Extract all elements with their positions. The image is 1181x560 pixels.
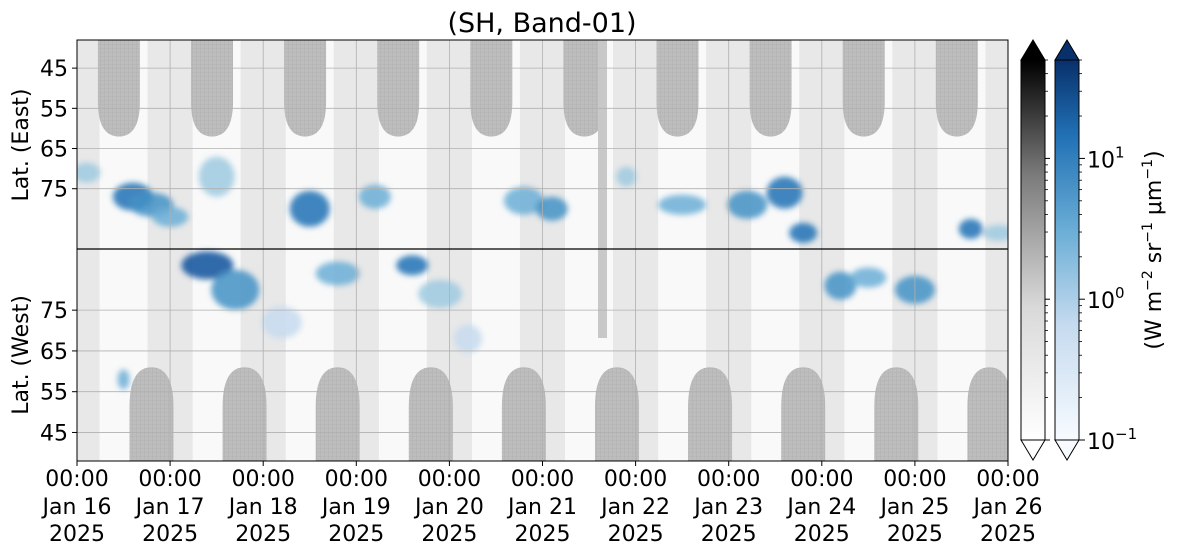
aurora-patch (727, 190, 768, 219)
night-region-east (97, 40, 140, 137)
y-tick-label-west: 65 (40, 340, 68, 365)
y-tick-label-west: 55 (40, 381, 68, 406)
night-region-west (874, 367, 919, 461)
colorbar-gray-extend-top (1020, 39, 1046, 61)
colorbar-gray (1020, 39, 1046, 461)
aurora-patch (789, 222, 818, 243)
y-tick-label-east: 55 (40, 97, 68, 122)
aurora-patch (850, 267, 887, 288)
night-regions (97, 40, 1008, 461)
x-tick-label: 00:00 Jan 24 2025 (785, 467, 856, 547)
x-tick-label: 00:00 Jan 26 2025 (972, 467, 1043, 547)
colorbar-tick-label: 10−1 (1087, 425, 1137, 455)
night-region-east (377, 40, 420, 137)
ylabel-west: Lat. (West) (9, 295, 34, 415)
colorbar-blue (1054, 39, 1080, 461)
aurora-patch (535, 196, 568, 221)
aurora-patch (117, 369, 130, 390)
colorbar-gray-bar (1020, 59, 1046, 441)
colorbar-blue-extend-top (1054, 39, 1080, 61)
y-tick-label-west: 45 (40, 421, 68, 446)
night-region-west (222, 367, 267, 461)
aurora-patch (289, 190, 330, 227)
aurora-patch (315, 261, 360, 286)
aurora-patch (181, 251, 234, 280)
aurora-patch (358, 184, 391, 209)
aurora-patch (766, 176, 803, 209)
aurora-patch (658, 194, 707, 215)
aurora-patch (396, 255, 429, 276)
night-region-west (781, 367, 826, 461)
aurora-patch (261, 306, 302, 339)
aurora-patches (77, 156, 1008, 390)
ylabel-east: Lat. (East) (9, 89, 34, 202)
x-tick-label: 00:00 Jan 23 2025 (692, 467, 763, 547)
x-tick-label: 00:00 Jan 17 2025 (134, 467, 205, 547)
x-tick-label: 00:00 Jan 16 2025 (41, 467, 112, 547)
night-region-west (315, 367, 360, 461)
colorbar-tick-label: 101 (1087, 143, 1125, 173)
aurora-patch (982, 224, 1008, 241)
x-tick-label: 00:00 Jan 18 2025 (227, 467, 298, 547)
aurora-patch (503, 186, 544, 215)
aurora-patch (418, 279, 463, 308)
colorbar-blue-extend-bottom (1054, 439, 1080, 461)
chart-title: (SH, Band-01) (447, 8, 636, 39)
night-region-east (749, 40, 792, 137)
night-region-east (935, 40, 978, 137)
night-region-west (967, 367, 1008, 461)
y-ticks: 45 55 65 75 75 65 55 45 (40, 57, 77, 446)
colorbar-tick-label: 100 (1087, 284, 1125, 314)
colorbar-label: (W m−2 sr−1 μm−1) (1140, 150, 1167, 349)
y-tick-label-west: 75 (40, 299, 68, 324)
night-region-west (408, 367, 453, 461)
y-tick-label-east: 45 (40, 57, 68, 82)
night-region-west (688, 367, 733, 461)
aurora-patch (211, 269, 260, 310)
grid (77, 40, 1008, 461)
aurora-patch (198, 156, 235, 197)
aurora-patch (824, 271, 857, 300)
x-tick-label: 00:00 Jan 19 2025 (320, 467, 391, 547)
colorbar-gray-extend-bottom (1020, 439, 1046, 461)
daylight-bands (99, 40, 986, 461)
night-region-west (501, 367, 546, 461)
aurora-patch (616, 166, 637, 187)
x-tick-label: 00:00 Jan 20 2025 (413, 467, 484, 547)
aurora-patch (77, 162, 101, 183)
night-region-west (129, 367, 174, 461)
plot-area (77, 40, 1008, 461)
x-tick-label: 00:00 Jan 25 2025 (878, 467, 949, 547)
x-tick-label: 00:00 Jan 21 2025 (506, 467, 577, 547)
x-tick-label: 00:00 Jan 22 2025 (599, 467, 670, 547)
colorbar-ticks: 10−1 100 101 (1045, 59, 1137, 455)
night-region-west (594, 367, 639, 461)
night-region-east (284, 40, 327, 137)
colorbar-blue-bar (1054, 59, 1080, 441)
aurora-patch (958, 218, 983, 239)
night-region-east (656, 40, 699, 137)
y-tick-label-east: 65 (40, 138, 68, 163)
aurora-patch (454, 324, 483, 353)
night-region-east (563, 40, 606, 137)
x-ticks: 00:00 Jan 16 2025 00:00 Jan 17 2025 00:00 Jan 1… (41, 461, 1043, 547)
night-region-east (842, 40, 885, 137)
y-tick-label-east: 75 (40, 178, 68, 203)
night-region-east (470, 40, 513, 137)
night-region-east (190, 40, 233, 137)
